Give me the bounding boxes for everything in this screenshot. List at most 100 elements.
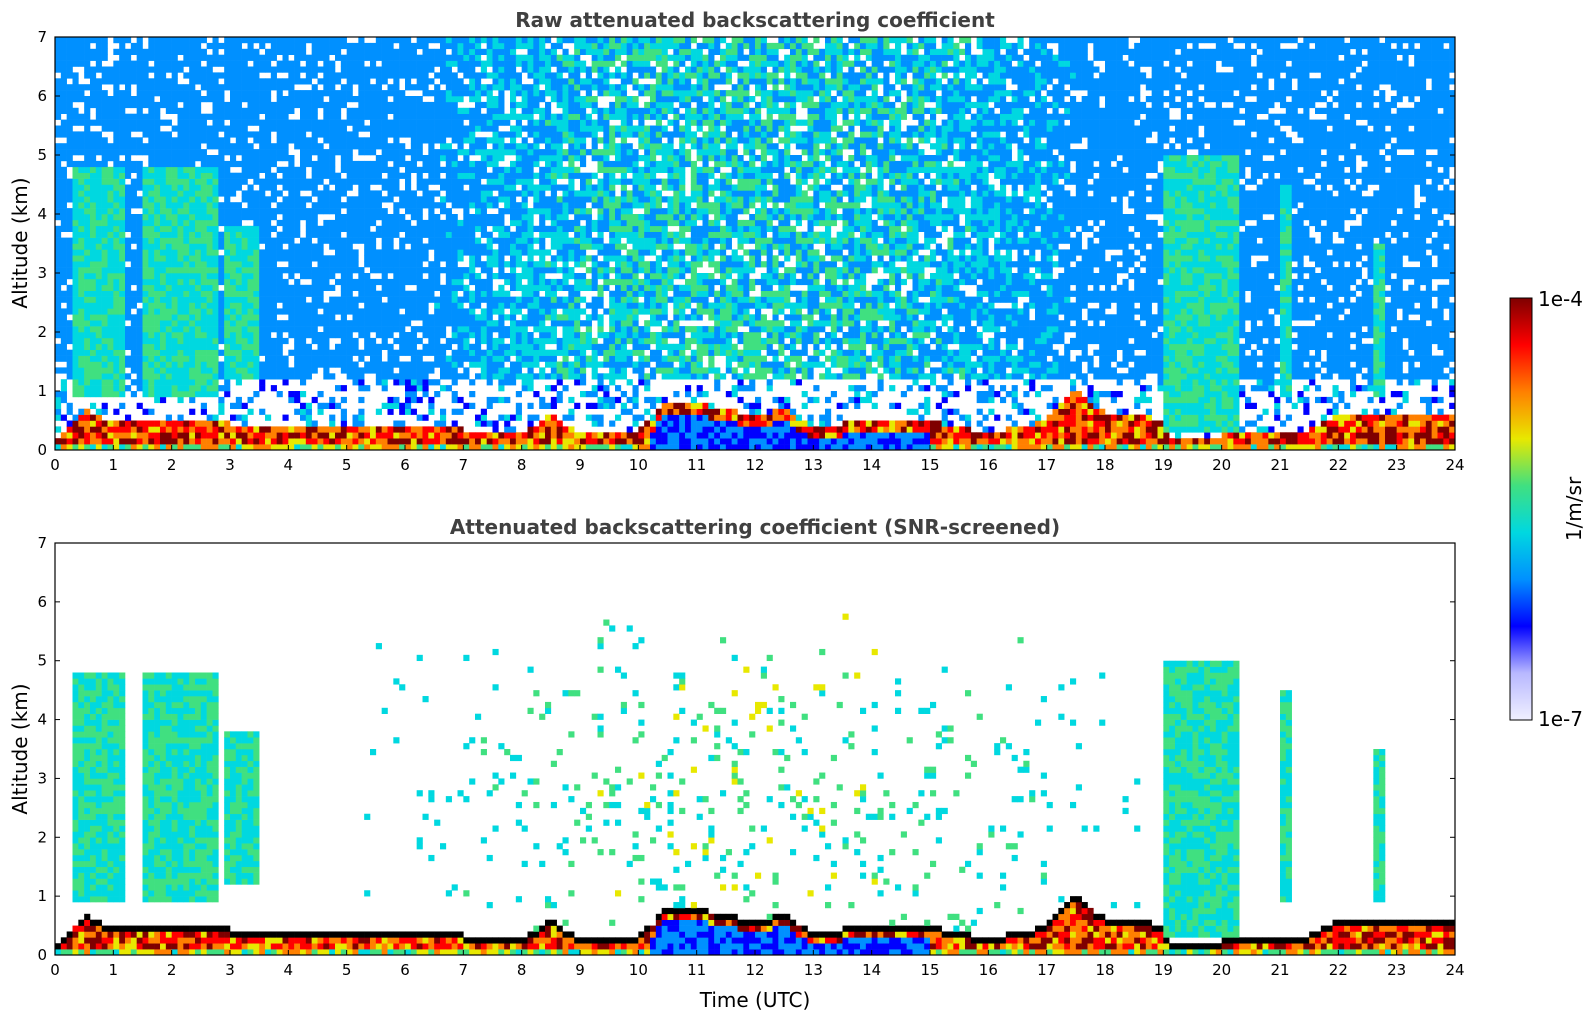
heatmap-cell bbox=[370, 219, 377, 227]
heatmap-cell bbox=[160, 314, 167, 321]
heatmap-cell bbox=[165, 172, 172, 179]
heatmap-cell bbox=[486, 160, 493, 168]
heatmap-cell bbox=[539, 219, 546, 227]
heatmap-cell bbox=[206, 296, 213, 303]
heatmap-cell bbox=[230, 267, 237, 274]
heatmap-cell bbox=[247, 373, 254, 380]
heatmap-cell bbox=[60, 149, 67, 156]
heatmap-cell bbox=[136, 367, 143, 374]
heatmap-cell bbox=[510, 267, 517, 274]
heatmap-cell bbox=[486, 178, 493, 185]
heatmap-cell bbox=[189, 54, 196, 61]
heatmap-cell bbox=[364, 273, 371, 280]
heatmap-cell bbox=[399, 101, 406, 109]
heatmap-cell bbox=[364, 349, 371, 356]
heatmap-cell bbox=[300, 37, 307, 44]
heatmap-cell bbox=[55, 143, 62, 150]
heatmap-cell bbox=[364, 78, 371, 85]
heatmap-cell bbox=[533, 160, 540, 168]
heatmap-cell bbox=[95, 290, 102, 297]
heatmap-cell bbox=[410, 107, 417, 114]
heatmap-cell bbox=[177, 160, 184, 168]
heatmap-cell bbox=[259, 178, 266, 185]
heatmap-cell bbox=[416, 196, 423, 203]
heatmap-cell bbox=[340, 137, 347, 144]
heatmap-cell bbox=[247, 367, 254, 374]
heatmap-cell bbox=[335, 249, 342, 256]
heatmap-cell bbox=[95, 243, 102, 250]
heatmap-cell bbox=[189, 190, 196, 197]
heatmap-cell bbox=[521, 349, 528, 356]
heatmap-cell bbox=[504, 278, 511, 286]
heatmap-cell bbox=[410, 385, 417, 392]
heatmap-cell bbox=[440, 267, 447, 274]
heatmap-cell bbox=[504, 184, 511, 191]
heatmap-cell bbox=[130, 196, 137, 203]
heatmap-cell bbox=[195, 184, 202, 191]
heatmap-cell bbox=[90, 172, 97, 179]
heatmap-cell bbox=[416, 219, 423, 227]
heatmap-cell bbox=[317, 361, 324, 368]
heatmap-cell bbox=[113, 355, 120, 362]
heatmap-cell bbox=[206, 78, 213, 85]
heatmap-cell bbox=[498, 249, 505, 256]
heatmap-cell bbox=[107, 320, 114, 327]
heatmap-cell bbox=[90, 243, 97, 250]
heatmap-cell bbox=[119, 343, 126, 350]
heatmap-cell bbox=[130, 302, 137, 309]
heatmap-cell bbox=[381, 249, 388, 256]
heatmap-cell bbox=[422, 249, 429, 256]
heatmap-cell bbox=[189, 432, 196, 439]
heatmap-cell bbox=[270, 155, 277, 162]
heatmap-cell bbox=[241, 255, 248, 262]
heatmap-cell bbox=[323, 137, 330, 144]
heatmap-cell bbox=[136, 101, 143, 109]
heatmap-cell bbox=[154, 101, 161, 109]
heatmap-cell bbox=[352, 143, 359, 150]
heatmap-cell bbox=[189, 420, 196, 427]
heatmap-cell bbox=[451, 337, 458, 345]
heatmap-cell bbox=[195, 113, 202, 120]
heatmap-cell bbox=[189, 90, 196, 97]
heatmap-cell bbox=[253, 296, 260, 303]
heatmap-cell bbox=[113, 202, 120, 209]
heatmap-cell bbox=[154, 66, 161, 73]
heatmap-cell bbox=[113, 214, 120, 221]
heatmap-cell bbox=[165, 432, 172, 439]
heatmap-cell bbox=[545, 414, 552, 421]
heatmap-cell bbox=[492, 432, 499, 439]
heatmap-cell bbox=[457, 337, 464, 345]
heatmap-cell bbox=[364, 101, 371, 109]
heatmap-cell bbox=[428, 219, 435, 227]
heatmap-cell bbox=[288, 42, 295, 50]
heatmap-cell bbox=[416, 166, 423, 173]
heatmap-cell bbox=[60, 202, 67, 209]
heatmap-cell bbox=[428, 149, 435, 156]
heatmap-cell bbox=[259, 438, 266, 445]
heatmap-cell bbox=[434, 107, 441, 114]
heatmap-cell bbox=[533, 320, 540, 327]
heatmap-cell bbox=[445, 308, 452, 315]
heatmap-cell bbox=[136, 219, 143, 227]
heatmap-cell bbox=[72, 237, 79, 244]
heatmap-cell bbox=[294, 261, 301, 268]
heatmap-cell bbox=[200, 78, 207, 85]
heatmap-cell bbox=[504, 302, 511, 309]
heatmap-cell bbox=[323, 107, 330, 114]
heatmap-cell bbox=[311, 273, 318, 280]
heatmap-cell bbox=[165, 278, 172, 286]
heatmap-cell bbox=[300, 202, 307, 209]
heatmap-cell bbox=[311, 131, 318, 138]
heatmap-cell bbox=[305, 326, 312, 333]
heatmap-cell bbox=[317, 343, 324, 350]
heatmap-cell bbox=[469, 379, 476, 386]
heatmap-cell bbox=[317, 54, 324, 61]
heatmap-cell bbox=[498, 273, 505, 280]
heatmap-cell bbox=[294, 391, 301, 398]
heatmap-cell bbox=[212, 332, 219, 339]
heatmap-cell bbox=[90, 438, 97, 445]
heatmap-cell bbox=[545, 172, 552, 179]
heatmap-cell bbox=[480, 249, 487, 256]
heatmap-cell bbox=[515, 190, 522, 197]
heatmap-cell bbox=[113, 131, 120, 138]
